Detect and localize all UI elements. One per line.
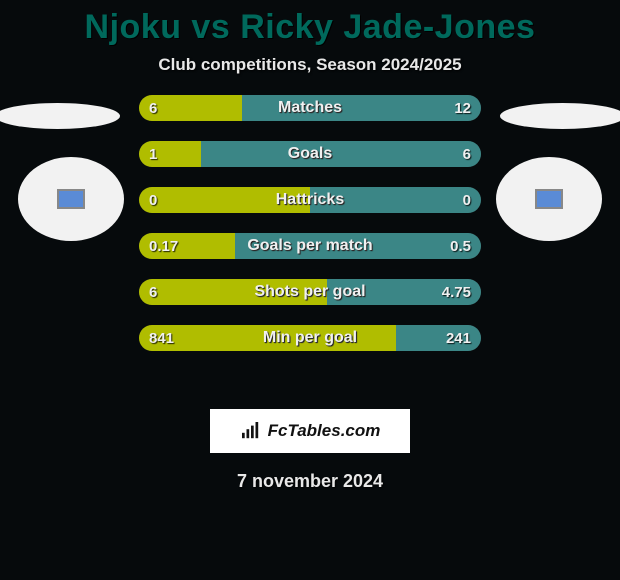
stat-row: 612Matches	[139, 95, 481, 121]
stat-left-segment	[139, 141, 201, 167]
stat-right-segment	[327, 279, 481, 305]
subtitle: Club competitions, Season 2024/2025	[0, 55, 620, 75]
stat-right-segment	[396, 325, 482, 351]
brand-box: FcTables.com	[210, 409, 410, 453]
player-left-badge	[18, 157, 124, 241]
stat-row: 64.75Shots per goal	[139, 279, 481, 305]
stat-left-segment	[139, 325, 396, 351]
player-left-ellipse	[0, 103, 120, 129]
chart-icon	[240, 422, 262, 440]
stat-right-segment	[310, 187, 481, 213]
flag-icon	[535, 189, 563, 209]
player-right-badge	[496, 157, 602, 241]
stat-bars: 612Matches 16Goals 00Hattricks 0.170.5Goals…	[139, 95, 481, 371]
date-text: 7 november 2024	[0, 471, 620, 492]
stat-left-segment	[139, 187, 310, 213]
page-title: Njoku vs Ricky Jade-Jones	[0, 8, 620, 47]
stat-row: 00Hattricks	[139, 187, 481, 213]
stat-left-segment	[139, 95, 242, 121]
player-right-ellipse	[500, 103, 620, 129]
stat-right-segment	[235, 233, 481, 259]
stat-left-segment	[139, 233, 235, 259]
stat-row: 841241Min per goal	[139, 325, 481, 351]
stat-right-segment	[201, 141, 481, 167]
stat-right-segment	[242, 95, 481, 121]
stat-row: 16Goals	[139, 141, 481, 167]
stat-left-segment	[139, 279, 327, 305]
brand-text: FcTables.com	[268, 421, 381, 441]
comparison-area: 612Matches16Goals00Hattricks0.170.5Goals…	[0, 103, 620, 403]
flag-icon	[57, 189, 85, 209]
stat-row: 0.170.5Goals per match	[139, 233, 481, 259]
